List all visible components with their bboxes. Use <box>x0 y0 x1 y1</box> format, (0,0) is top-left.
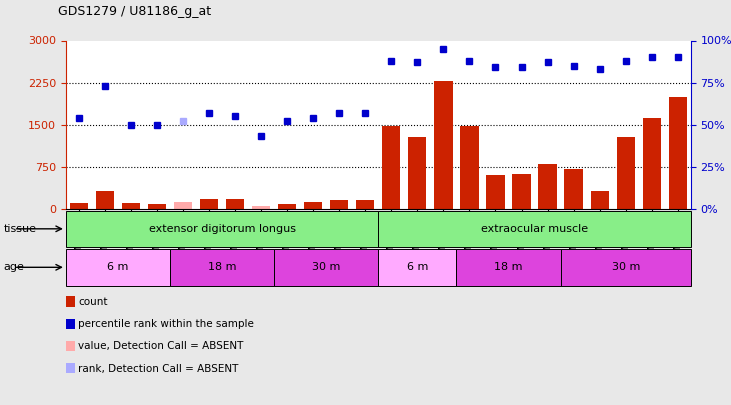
Text: 30 m: 30 m <box>612 262 640 272</box>
Bar <box>379 249 456 286</box>
Text: percentile rank within the sample: percentile rank within the sample <box>78 319 254 329</box>
Bar <box>96 191 114 209</box>
Text: 6 m: 6 m <box>107 262 129 272</box>
Bar <box>382 126 401 209</box>
Text: rank, Detection Call = ABSENT: rank, Detection Call = ABSENT <box>78 364 238 373</box>
Text: extensor digitorum longus: extensor digitorum longus <box>148 224 295 234</box>
Bar <box>512 174 531 209</box>
Bar <box>461 126 479 209</box>
Text: value, Detection Call = ABSENT: value, Detection Call = ABSENT <box>78 341 243 351</box>
Bar <box>643 118 661 209</box>
Text: 30 m: 30 m <box>312 262 341 272</box>
Bar <box>539 164 557 209</box>
Text: age: age <box>4 262 25 272</box>
Text: extraocular muscle: extraocular muscle <box>481 224 588 234</box>
Bar <box>591 191 609 209</box>
Text: 18 m: 18 m <box>494 262 523 272</box>
Bar <box>122 203 140 209</box>
Bar <box>66 211 378 247</box>
Bar <box>456 249 561 286</box>
Text: tissue: tissue <box>4 224 37 234</box>
Bar <box>564 169 583 209</box>
Bar <box>669 96 687 209</box>
Bar <box>616 137 635 209</box>
Bar <box>304 202 322 209</box>
Text: 6 m: 6 m <box>406 262 428 272</box>
Bar <box>408 137 426 209</box>
Bar <box>434 81 452 209</box>
Bar <box>274 249 379 286</box>
Bar <box>170 249 274 286</box>
Bar <box>330 200 349 209</box>
Text: count: count <box>78 297 107 307</box>
Bar <box>486 175 504 209</box>
Bar <box>69 203 88 209</box>
Bar <box>66 249 170 286</box>
Bar <box>226 199 244 209</box>
Text: 18 m: 18 m <box>208 262 236 272</box>
Text: GDS1279 / U81186_g_at: GDS1279 / U81186_g_at <box>58 5 211 18</box>
Bar <box>356 200 374 209</box>
Bar <box>148 205 166 209</box>
Bar <box>379 211 691 247</box>
Bar <box>174 202 192 209</box>
Bar <box>278 204 296 209</box>
Bar <box>561 249 691 286</box>
Bar <box>252 206 270 209</box>
Bar <box>200 199 218 209</box>
